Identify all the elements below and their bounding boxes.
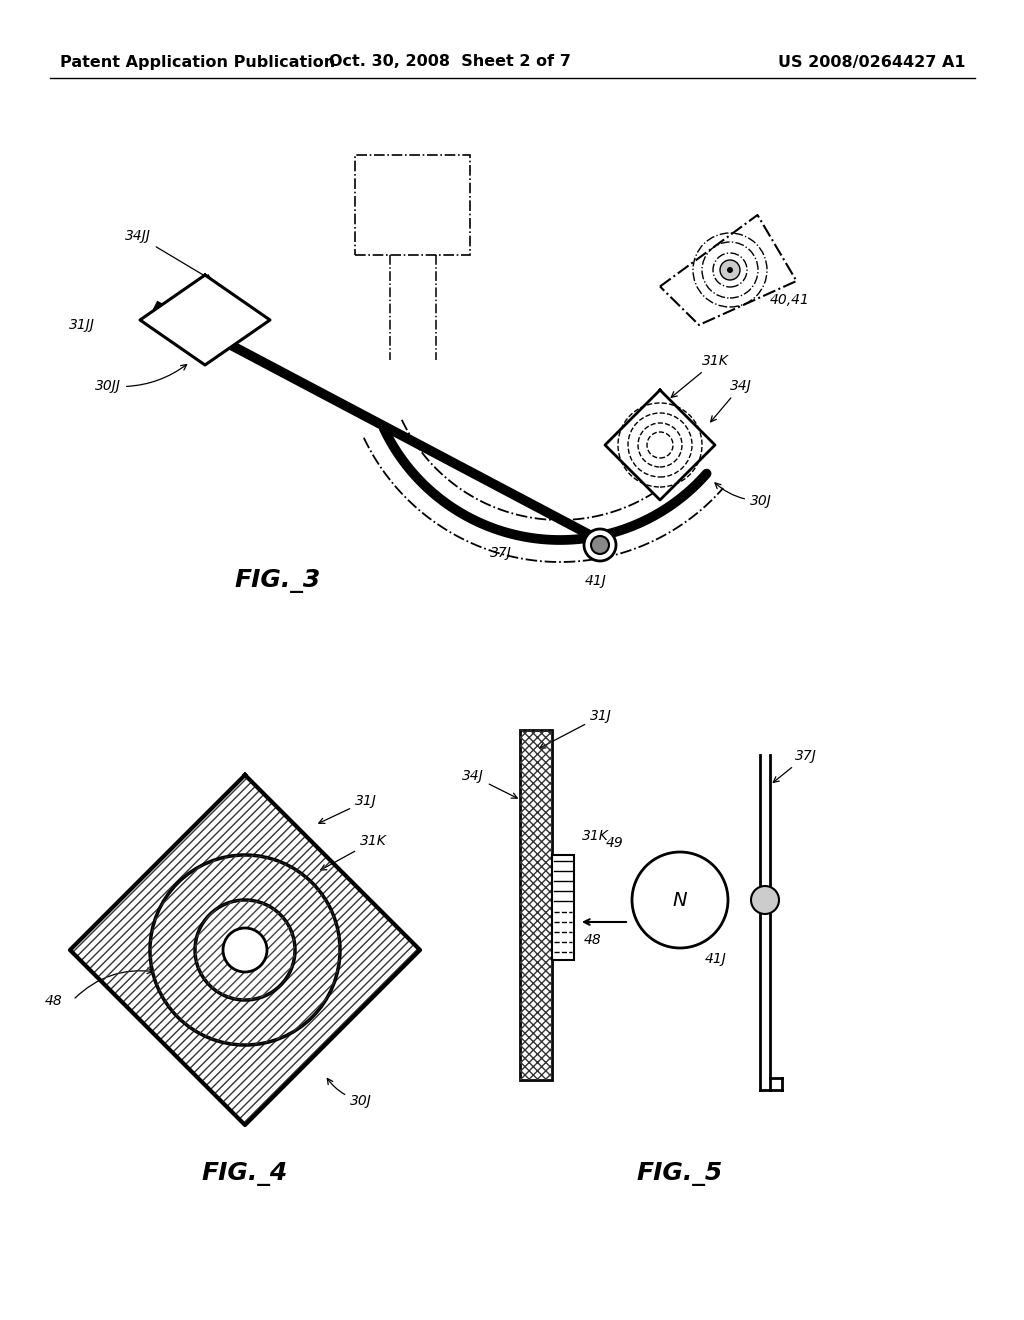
Text: 31K: 31K: [582, 829, 609, 843]
Circle shape: [632, 851, 728, 948]
Text: 30JJ: 30JJ: [95, 364, 186, 393]
Text: 48: 48: [45, 994, 62, 1008]
Polygon shape: [70, 775, 420, 1125]
Text: 31J: 31J: [318, 795, 377, 824]
Circle shape: [150, 855, 340, 1045]
Circle shape: [727, 267, 733, 273]
Circle shape: [591, 536, 609, 554]
Circle shape: [223, 928, 267, 972]
Text: 34JJ: 34JJ: [125, 228, 211, 280]
Text: N: N: [673, 891, 687, 909]
Text: Patent Application Publication: Patent Application Publication: [60, 54, 335, 70]
Text: 41J: 41J: [585, 574, 607, 587]
Text: 34J: 34J: [711, 379, 752, 422]
Text: 37J: 37J: [490, 546, 512, 560]
Bar: [520, 730, 552, 1080]
Polygon shape: [605, 389, 715, 500]
Text: 31J: 31J: [540, 709, 612, 748]
Text: 31K: 31K: [321, 834, 387, 870]
Circle shape: [584, 529, 616, 561]
Polygon shape: [140, 275, 270, 366]
Circle shape: [751, 886, 779, 913]
Text: 34J: 34J: [462, 770, 517, 799]
Text: Oct. 30, 2008  Sheet 2 of 7: Oct. 30, 2008 Sheet 2 of 7: [329, 54, 571, 70]
Text: 30J: 30J: [328, 1078, 372, 1107]
Polygon shape: [660, 215, 797, 325]
Text: 41J: 41J: [705, 952, 727, 966]
Text: US 2008/0264427 A1: US 2008/0264427 A1: [777, 54, 965, 70]
Circle shape: [195, 900, 295, 1001]
Text: 40,41: 40,41: [770, 293, 810, 308]
Text: 31JJ: 31JJ: [69, 318, 95, 333]
Bar: [355, 154, 470, 255]
Circle shape: [720, 260, 740, 280]
Text: 37J: 37J: [773, 748, 817, 783]
Text: FIG._4: FIG._4: [202, 1162, 288, 1185]
Bar: [520, 730, 552, 1080]
Text: 31K: 31K: [671, 354, 729, 397]
Bar: [552, 855, 574, 960]
Text: FIG._3: FIG._3: [234, 569, 322, 593]
Text: 48: 48: [584, 933, 602, 946]
Text: 30J: 30J: [715, 483, 772, 508]
Text: 49: 49: [606, 836, 624, 850]
Text: FIG._5: FIG._5: [637, 1162, 723, 1185]
